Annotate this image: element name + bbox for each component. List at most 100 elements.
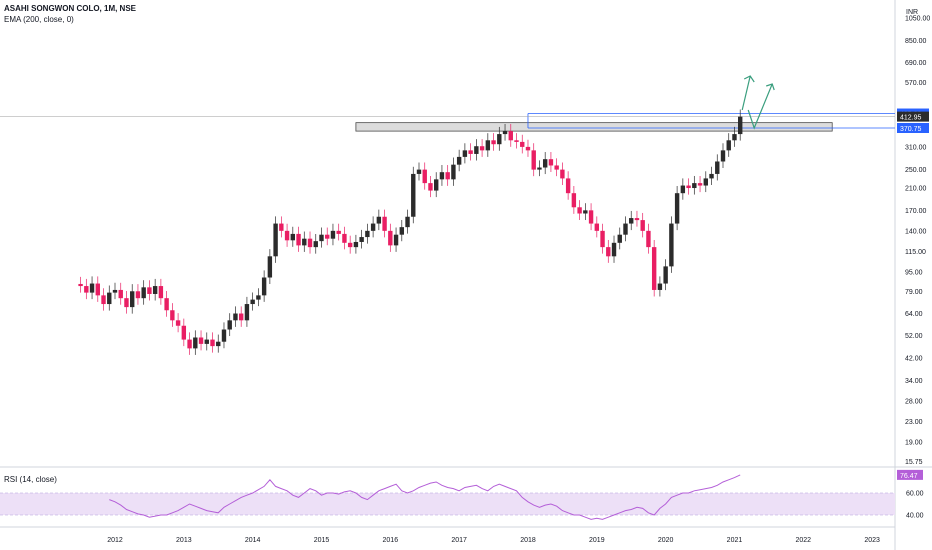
candle [130,284,135,314]
candle [531,143,536,177]
candle-body [468,150,473,154]
candle-body [147,287,152,294]
candle-body [583,210,588,214]
candle-body [78,283,83,287]
candle [451,157,456,186]
candle-body [204,339,209,344]
rsi-band [0,493,895,515]
candle [485,133,491,157]
candle [640,212,645,238]
candle [537,160,542,177]
candle [611,235,617,263]
price-label-last-text: 412.95 [900,115,922,122]
rsi-tick-label: 60.00 [906,491,924,498]
candle [732,126,737,147]
candle-body [273,223,278,257]
candle-body [571,193,577,208]
candle [646,223,651,254]
candle [623,216,628,242]
candle [491,133,496,151]
candle-body [451,164,456,180]
rsi-last-text: 76.47 [900,473,918,480]
candle-body [548,159,554,166]
y-tick-label: 34.00 [905,378,923,385]
rsi-label[interactable]: RSI (14, close) [4,475,57,484]
symbol-title[interactable]: ASAHI SONGWON COLO, 1M, NSE [4,4,137,13]
candle [279,216,284,238]
candle-body [181,325,187,340]
candle [474,139,479,161]
candle-body [646,230,651,248]
candle [84,278,89,300]
y-tick-label: 310.00 [905,144,927,151]
candle-body [520,141,525,147]
candle-body [594,223,600,231]
candle [514,133,519,149]
candle-body [158,286,164,299]
x-tick-label: 2016 [383,537,399,544]
candle-body [623,223,628,235]
candle [152,278,158,301]
candle-body [284,230,290,241]
candle-body [210,339,215,347]
candle [330,223,336,246]
candle-body [405,216,410,228]
candle [319,227,324,248]
candle-body [84,286,89,293]
ema-label[interactable]: EMA (200, close, 0) [4,15,74,24]
x-tick-label: 2015 [314,537,330,544]
price-label-lower: 370.75 [897,123,929,133]
projection-arrowhead-long [766,83,775,91]
candle-body [686,185,691,189]
x-tick-label: 2013 [176,537,192,544]
candle [187,332,192,355]
candle-body [732,134,737,141]
candle-body [565,178,571,194]
candle-body [514,140,519,142]
candle [267,249,273,285]
candle [227,313,232,337]
candle-body [640,220,645,231]
candle [462,143,468,164]
candle-body [382,216,387,231]
candle-body [692,183,697,189]
x-tick-label: 2022 [796,537,812,544]
candle-body [325,234,330,239]
candle [738,109,743,141]
rsi-legend: RSI (14, close) [4,474,57,485]
candle-body [617,234,622,243]
candle [479,139,485,157]
candle-body [353,241,359,248]
candle [290,226,296,247]
candle [617,227,622,250]
candle [680,178,686,200]
candle [118,282,123,305]
candle [336,223,341,241]
candle [594,216,600,238]
candle [376,209,382,231]
candle-body [606,247,611,257]
candle-body [703,178,708,186]
candle-body [89,283,95,293]
candle [525,139,531,157]
candle-body [439,172,445,180]
candle [520,134,525,154]
candle-body [330,230,336,239]
candle [560,162,565,185]
candle-body [164,298,169,311]
candle [709,166,714,185]
candle [256,288,261,307]
candle-body [445,172,450,180]
candle-body [669,223,674,267]
candle [434,172,439,198]
candle [302,231,307,252]
candle [651,239,657,297]
candle [124,291,129,314]
y-tick-label: 1050.00 [905,16,930,23]
y-tick-label: 28.00 [905,398,923,405]
candle [147,280,152,301]
candle-body [170,310,175,321]
candle-body [141,287,146,299]
candle [715,154,720,181]
